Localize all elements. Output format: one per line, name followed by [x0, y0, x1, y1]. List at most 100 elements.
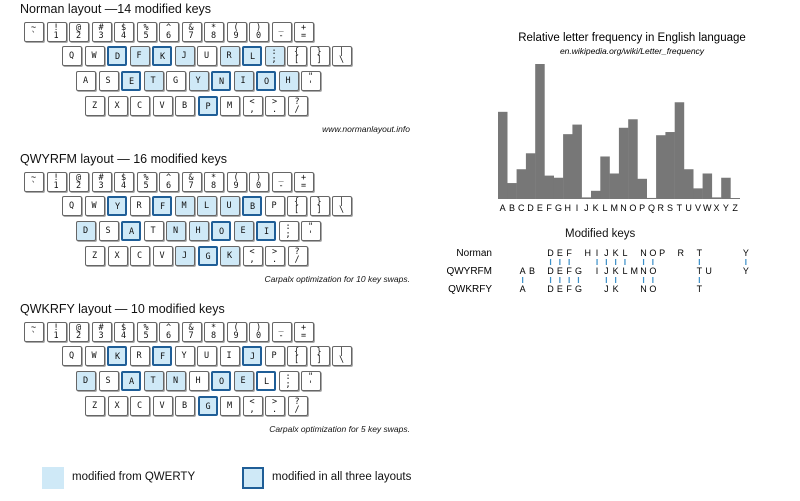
key-label: 2 [76, 181, 82, 191]
keyboard-key: ) 0 [249, 322, 269, 342]
modified-key-letter: G [575, 266, 582, 276]
key-label: [ [294, 55, 300, 65]
letter-frequency-chart: Relative letter frequency in English lan… [498, 32, 746, 213]
key-label: T [150, 76, 156, 86]
key-label: T [150, 376, 156, 386]
layout-title: QWYRFM layout — 16 modified keys [20, 152, 228, 166]
keyboard-key: V [152, 246, 173, 266]
key-shift-label: : [271, 47, 277, 57]
keyboard-key: * 8 [204, 322, 224, 342]
modified-key-letter: T [697, 266, 703, 276]
key-label: = [301, 31, 307, 41]
keyboard-key: W [84, 46, 105, 66]
key-label: - [278, 331, 284, 341]
modified-key-letter: O [649, 284, 656, 294]
key-label: V [159, 401, 165, 411]
frequency-bar [730, 198, 740, 199]
key-label: ' [308, 380, 314, 390]
frequency-bar [721, 177, 731, 199]
key-shift-label: { [294, 197, 300, 207]
key-shift-label: : [285, 372, 291, 382]
key-label: V [159, 101, 165, 111]
bar-tick-label: D [527, 203, 534, 213]
key-label: 9 [233, 331, 239, 341]
keyboard-key: Q [62, 346, 82, 366]
bar-tick-label: O [629, 203, 636, 213]
key-label: 2 [76, 331, 82, 341]
key-label: 4 [121, 331, 127, 341]
key-label: ] [316, 55, 322, 65]
key-label: 6 [166, 31, 172, 41]
key-shift-label: ) [256, 173, 262, 183]
modified-key-letter: E [557, 248, 563, 258]
key-shift-label: } [316, 47, 322, 57]
key-shift-label: { [294, 347, 300, 357]
key-label: \ [339, 205, 345, 215]
key-label: G [205, 402, 211, 412]
key-label: F [136, 51, 142, 61]
bar-tick-label: G [555, 203, 562, 213]
key-label: Q [69, 51, 75, 61]
keyboard-key: C [130, 396, 150, 416]
key-label: K [115, 352, 121, 362]
keyboard-key: D [76, 221, 96, 241]
key-label: M [181, 201, 187, 211]
key-label: ` [31, 31, 37, 41]
frequency-bar [591, 190, 601, 199]
key-label: Y [115, 202, 121, 212]
modified-key-letter: U [705, 266, 712, 276]
key-shift-label: ^ [166, 23, 172, 33]
keyboard-key: Z [85, 246, 105, 266]
keyboard-key: O [211, 221, 231, 241]
bar-tick-label: N [620, 203, 627, 213]
key-label: L [264, 377, 270, 387]
keyboard-key: X [107, 96, 128, 116]
bar-tick-label: H [565, 203, 572, 213]
frequency-bar [525, 153, 536, 199]
key-label: F [160, 202, 166, 212]
frequency-bar [535, 64, 545, 199]
key-label: W [91, 51, 97, 61]
keyboard-key: R [129, 196, 150, 216]
key-label: H [195, 376, 201, 386]
bar-tick-label: E [537, 203, 543, 213]
bar-tick-label: A [500, 203, 506, 213]
key-shift-label: ^ [166, 173, 172, 183]
key-label: 9 [233, 181, 239, 191]
key-shift-label: } [316, 347, 322, 357]
keyboard-key: M [220, 396, 240, 416]
key-shift-label: @ [76, 173, 82, 183]
keyboard-key: $4 [114, 22, 134, 42]
keyboard-key: W [84, 346, 105, 366]
frequency-bar [563, 134, 573, 199]
modified-key-letter: A [520, 284, 526, 294]
keyboard-key: B [242, 196, 262, 216]
keyboard-key: N [211, 71, 231, 91]
frequency-bar [684, 169, 694, 199]
frequency-bar [674, 102, 685, 199]
keyboard-key: & 7 [181, 322, 202, 342]
keyboard-key: + = [294, 172, 314, 192]
key-shift-label: < [249, 247, 255, 257]
key-shift-label: * [211, 23, 217, 33]
keyboard-key: K [107, 346, 127, 366]
frequency-bar [665, 132, 675, 199]
keyboard-key: + = [294, 322, 314, 342]
key-label: M [227, 401, 233, 411]
key-shift-label: " [308, 372, 314, 382]
modified-key-letter: D [547, 266, 554, 276]
keyboard-key: * 8 [204, 22, 224, 42]
bar-tick-label: S [667, 203, 673, 213]
key-label: S [105, 76, 111, 86]
keyboard-key: + = [294, 22, 314, 42]
keyboard-key: P [264, 196, 285, 216]
key-label: H [285, 76, 291, 86]
keyboard-key: ! 1 [46, 22, 67, 42]
modified-key-letter: T [697, 248, 703, 258]
frequency-bar [544, 175, 554, 199]
key-label: C [137, 101, 143, 111]
key-label: 7 [188, 181, 194, 191]
keyboard-key: | \ [332, 46, 352, 66]
key-label: / [294, 255, 300, 265]
modified-key-letter: J [604, 266, 609, 276]
